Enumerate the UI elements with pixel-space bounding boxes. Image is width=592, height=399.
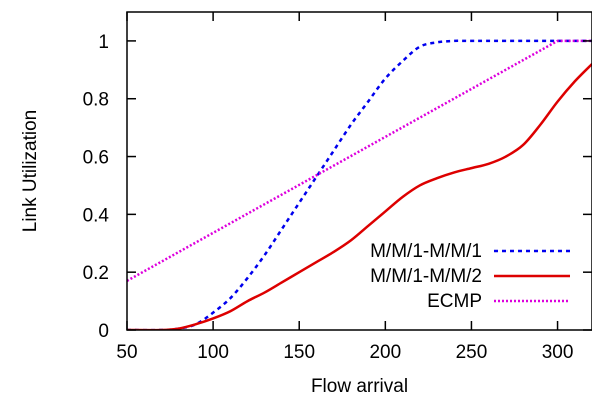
y-tick-label: 0.2 (83, 263, 109, 284)
legend: M/M/1-M/M/1 M/M/1-M/M/2 ECMP (370, 241, 570, 312)
series-line-2 (127, 63, 592, 330)
legend-label-3: ECMP (427, 291, 482, 312)
ticks-layer: 50 100 150 200 250 300 0 0.2 0.4 0.6 0.8 1 (83, 12, 592, 363)
plot-frame (126, 11, 592, 331)
legend-label-2: M/M/1-M/M/2 (370, 266, 482, 287)
y-tick-label: 1 (98, 32, 109, 53)
y-tick-label: 0 (98, 321, 109, 342)
x-tick-label: 100 (197, 342, 229, 363)
series-line-3 (127, 39, 592, 282)
x-tick-label: 250 (456, 342, 488, 363)
series-line-1 (127, 39, 592, 330)
x-tick-label: 50 (116, 342, 137, 363)
y-axis-label: Link Utilization (20, 110, 41, 233)
series-layer (127, 39, 592, 330)
y-tick-label: 0.8 (83, 90, 109, 111)
x-tick-label: 300 (542, 342, 574, 363)
y-tick-label: 0.6 (83, 148, 109, 169)
legend-label-1: M/M/1-M/M/1 (370, 241, 482, 262)
x-tick-label: 150 (283, 342, 315, 363)
x-axis-label: Flow arrival (311, 376, 408, 397)
x-tick-label: 200 (369, 342, 401, 363)
y-tick-label: 0.4 (83, 205, 110, 226)
